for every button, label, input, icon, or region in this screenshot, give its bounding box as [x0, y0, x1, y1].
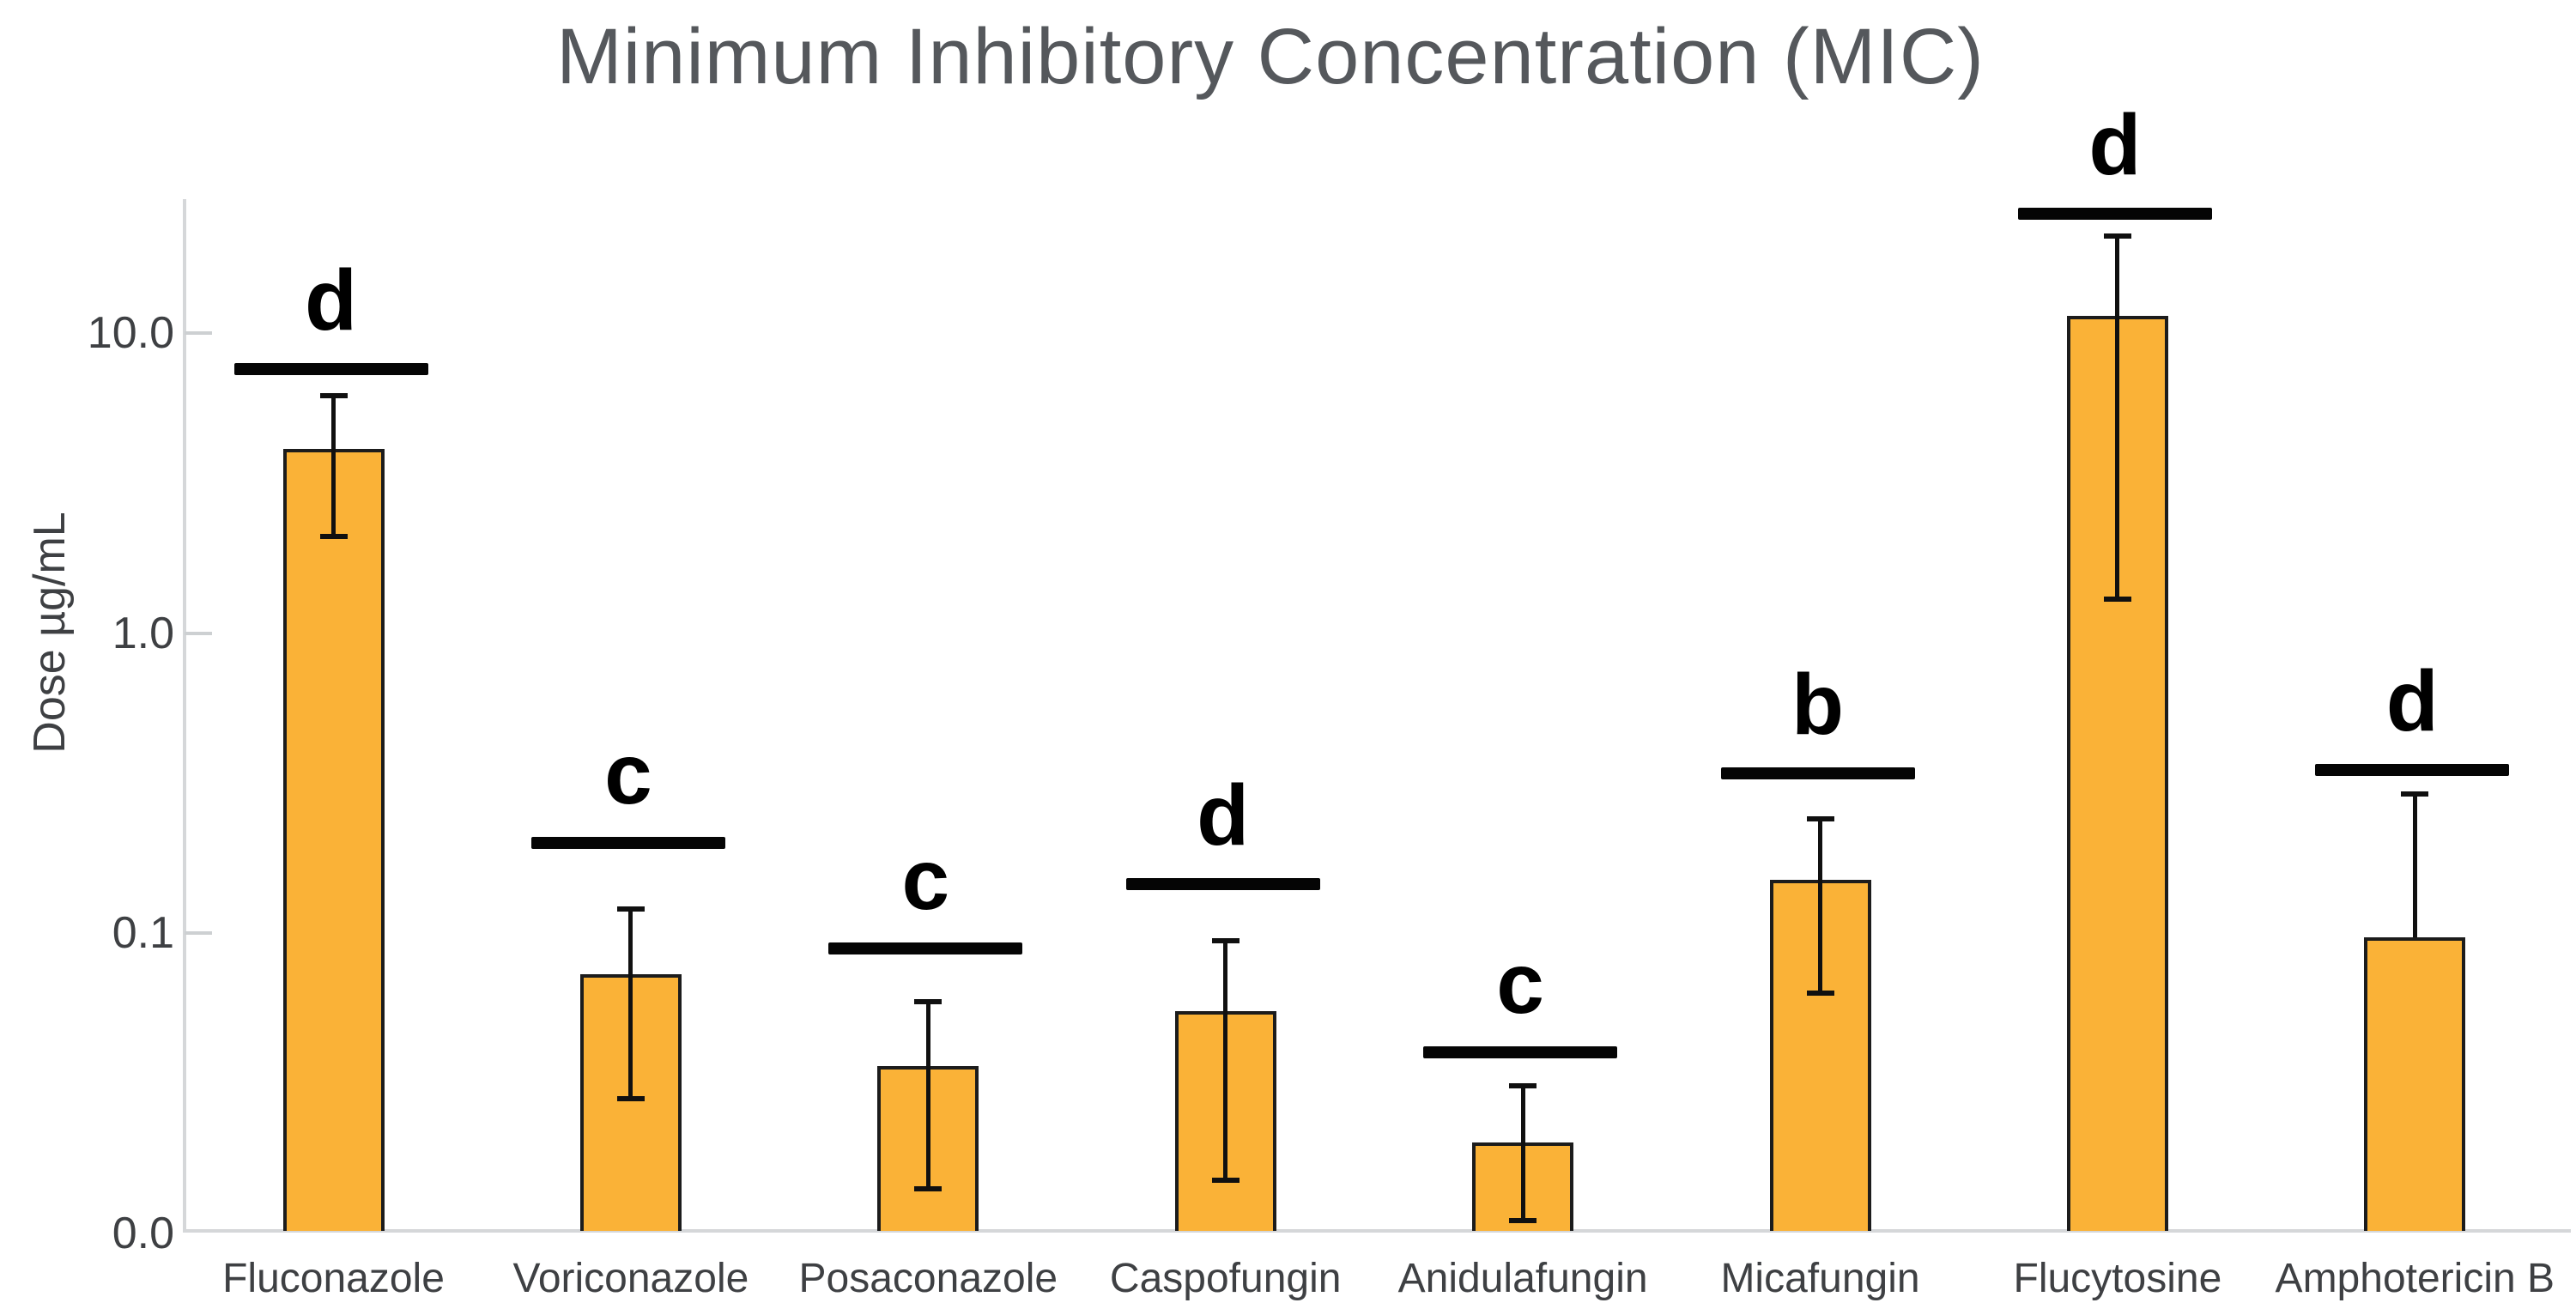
significance-line — [2315, 763, 2510, 776]
significance-letter: c — [901, 831, 950, 928]
x-tick-label: Posaconazole — [798, 1256, 1058, 1301]
error-bar-top-cap — [1211, 938, 1240, 944]
error-bar — [628, 909, 633, 1100]
significance-letter: d — [2385, 652, 2439, 749]
significance-line — [233, 362, 428, 375]
x-tick-label: Voriconazole — [512, 1256, 749, 1301]
y-tick-mark — [185, 631, 212, 635]
error-bar-bottom-cap — [914, 1186, 943, 1192]
significance-line — [828, 942, 1023, 954]
y-tick-label: 1.0 — [112, 608, 174, 658]
y-axis-line — [183, 199, 186, 1231]
y-tick-mark — [185, 931, 212, 935]
error-bar-bottom-cap — [1509, 1218, 1537, 1224]
bar — [2364, 936, 2466, 1231]
y-tick-label: 0.0 — [112, 1208, 174, 1258]
significance-letter: c — [1496, 936, 1544, 1033]
error-bar-top-cap — [319, 392, 348, 398]
error-bar-bottom-cap — [2103, 596, 2131, 602]
x-tick-label: Micafungin — [1720, 1256, 1920, 1301]
error-bar — [1223, 941, 1228, 1180]
significance-letter: c — [604, 725, 652, 822]
x-axis-baseline — [183, 1229, 2571, 1233]
error-bar-top-cap — [1806, 816, 1834, 822]
error-bar-top-cap — [1509, 1082, 1537, 1088]
bar — [282, 449, 385, 1231]
error-bar-bottom-cap — [1211, 1177, 1240, 1183]
y-tick-mark — [185, 331, 212, 335]
x-tick-label: Fluconazole — [222, 1256, 445, 1301]
error-bar-bottom-cap — [1806, 991, 1834, 997]
significance-letter: d — [1197, 767, 1250, 864]
x-tick-label: Amphotericin B — [2275, 1256, 2555, 1301]
significance-letter: d — [2088, 96, 2142, 193]
x-tick-label: Flucytosine — [2013, 1256, 2222, 1301]
significance-line — [530, 836, 725, 849]
significance-line — [2017, 207, 2212, 220]
error-bar — [2115, 236, 2120, 599]
error-bar — [1520, 1085, 1525, 1221]
significance-letter: d — [304, 251, 358, 348]
error-bar-top-cap — [2103, 233, 2131, 239]
error-bar-top-cap — [2401, 791, 2429, 797]
significance-line — [1423, 1046, 1618, 1059]
significance-line — [1720, 767, 1915, 780]
error-bar — [1818, 819, 1822, 994]
error-bar-top-cap — [914, 999, 943, 1005]
error-bar — [331, 395, 336, 536]
error-bar-top-cap — [616, 906, 645, 912]
error-bar — [2412, 794, 2417, 937]
y-tick-label: 10.0 — [87, 308, 174, 358]
error-bar-bottom-cap — [616, 1096, 645, 1102]
error-bar-bottom-cap — [319, 533, 348, 539]
x-tick-label: Anidulafungin — [1397, 1256, 1648, 1301]
significance-line — [1125, 877, 1320, 890]
significance-letter: b — [1791, 657, 1845, 754]
x-tick-label: Caspofungin — [1109, 1256, 1342, 1301]
error-bar — [925, 1002, 930, 1190]
y-tick-label: 0.1 — [112, 908, 174, 958]
chart-title: Minimum Inhibitory Concentration (MIC) — [556, 13, 1985, 100]
